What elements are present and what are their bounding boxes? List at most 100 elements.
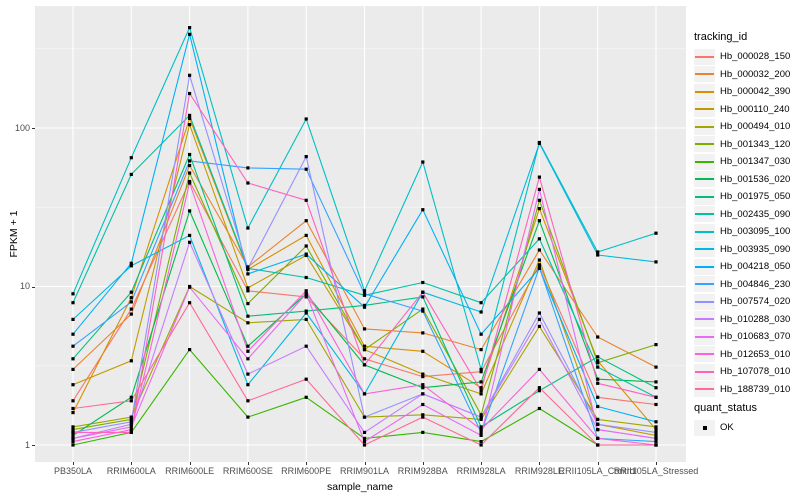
- x-tick-mark: [189, 462, 191, 465]
- point-marker: [71, 428, 75, 432]
- legend-line-icon: [695, 195, 714, 198]
- legend-line-icon: [695, 108, 714, 111]
- point-marker: [479, 425, 483, 429]
- point-marker: [479, 310, 483, 314]
- point-marker: [129, 430, 133, 434]
- point-marker: [421, 307, 425, 311]
- x-tick-mark: [422, 462, 424, 465]
- legend-key-swatch: [694, 136, 715, 153]
- point-marker: [479, 392, 483, 396]
- quant-legend-item: OK: [694, 419, 757, 437]
- point-marker: [71, 399, 75, 403]
- point-marker: [421, 402, 425, 407]
- point-marker: [246, 344, 250, 348]
- legend-key-swatch: [694, 258, 715, 275]
- point-marker: [71, 292, 75, 296]
- x-tick-mark: [73, 462, 74, 465]
- point-marker: [304, 344, 308, 348]
- point-marker: [71, 406, 75, 411]
- point-marker: [537, 187, 541, 191]
- point-marker: [246, 266, 250, 270]
- legend-label: Hb_188739_010: [720, 383, 791, 395]
- legend-items: Hb_000028_150 Hb_000032_200 Hb_000042_390 H…: [694, 48, 790, 398]
- point-marker: [304, 377, 308, 381]
- point-marker: [246, 289, 250, 293]
- legend-label: Hb_003935_090: [720, 243, 791, 255]
- point-marker: [362, 392, 367, 396]
- legend-label: Hb_004846_230: [720, 278, 791, 290]
- point-marker: [188, 32, 192, 36]
- point-marker: [479, 428, 483, 432]
- legend-line-icon: [695, 265, 714, 268]
- point-marker: [421, 295, 425, 299]
- point-marker: [654, 436, 658, 440]
- point-marker: [71, 440, 75, 444]
- legend-line-icon: [695, 55, 714, 58]
- point-marker: [596, 365, 600, 369]
- point-marker: [537, 258, 541, 262]
- point-marker: [188, 163, 192, 168]
- point-marker: [537, 198, 541, 202]
- point-marker: [479, 348, 483, 352]
- point-marker: [362, 348, 367, 352]
- point-marker: [537, 175, 541, 179]
- legend-key-swatch: [694, 48, 715, 65]
- point-marker: [129, 425, 133, 429]
- legend-label: Hb_002435_090: [720, 208, 791, 220]
- point-marker: [362, 357, 367, 361]
- point-marker: [421, 349, 425, 353]
- point-marker: [304, 292, 308, 296]
- point-marker: [421, 383, 425, 387]
- point-marker: [537, 263, 541, 267]
- x-tick-label: RRIM600PE: [281, 466, 332, 476]
- point-marker: [479, 389, 483, 393]
- point-marker: [479, 433, 483, 437]
- black-square-marker-icon: [702, 425, 707, 430]
- legend-label: Hb_001975_050: [720, 191, 791, 203]
- x-tick-mark: [597, 462, 599, 465]
- point-marker: [71, 443, 75, 447]
- point-marker: [129, 415, 133, 419]
- point-marker: [304, 317, 308, 321]
- legend-item-Hb_000028_150: Hb_000028_150: [694, 48, 790, 66]
- x-tick-mark: [539, 462, 541, 465]
- x-tick-label: RRIM928LE: [514, 466, 564, 476]
- legend-key-swatch: [694, 293, 715, 310]
- point-marker: [537, 324, 541, 328]
- legend-title: tracking_id: [694, 31, 748, 43]
- point-marker: [304, 167, 308, 171]
- point-marker: [362, 436, 367, 440]
- point-marker: [304, 309, 308, 313]
- legend-key-swatch: [694, 311, 715, 328]
- point-marker: [654, 402, 658, 407]
- point-marker: [188, 171, 192, 175]
- point-marker: [537, 311, 541, 315]
- point-marker: [596, 355, 600, 359]
- point-marker: [537, 141, 541, 145]
- legend-label: Hb_001347_030: [720, 156, 791, 168]
- legend-item-Hb_010683_070: Hb_010683_070: [694, 328, 790, 346]
- point-marker: [421, 331, 425, 335]
- point-marker: [537, 386, 541, 390]
- point-marker: [362, 292, 367, 296]
- point-marker: [188, 301, 192, 305]
- point-marker: [129, 359, 133, 363]
- point-marker: [246, 349, 250, 353]
- point-marker: [421, 290, 425, 294]
- point-marker: [362, 344, 367, 348]
- point-marker: [71, 357, 75, 361]
- point-marker: [71, 430, 75, 434]
- legend-item-Hb_004218_050: Hb_004218_050: [694, 258, 790, 276]
- point-marker: [304, 289, 308, 293]
- x-tick-label: RRIM600LE: [165, 466, 215, 476]
- point-marker: [421, 415, 425, 419]
- point-marker: [596, 395, 600, 399]
- point-marker: [188, 285, 192, 289]
- legend-key-swatch: [694, 83, 715, 100]
- legend-label: Hb_000110_240: [720, 103, 790, 115]
- x-tick-label: RRIM600LA: [106, 466, 156, 476]
- point-marker: [654, 380, 658, 384]
- x-tick-mark: [306, 462, 308, 465]
- point-marker: [596, 361, 600, 365]
- point-marker: [71, 433, 75, 437]
